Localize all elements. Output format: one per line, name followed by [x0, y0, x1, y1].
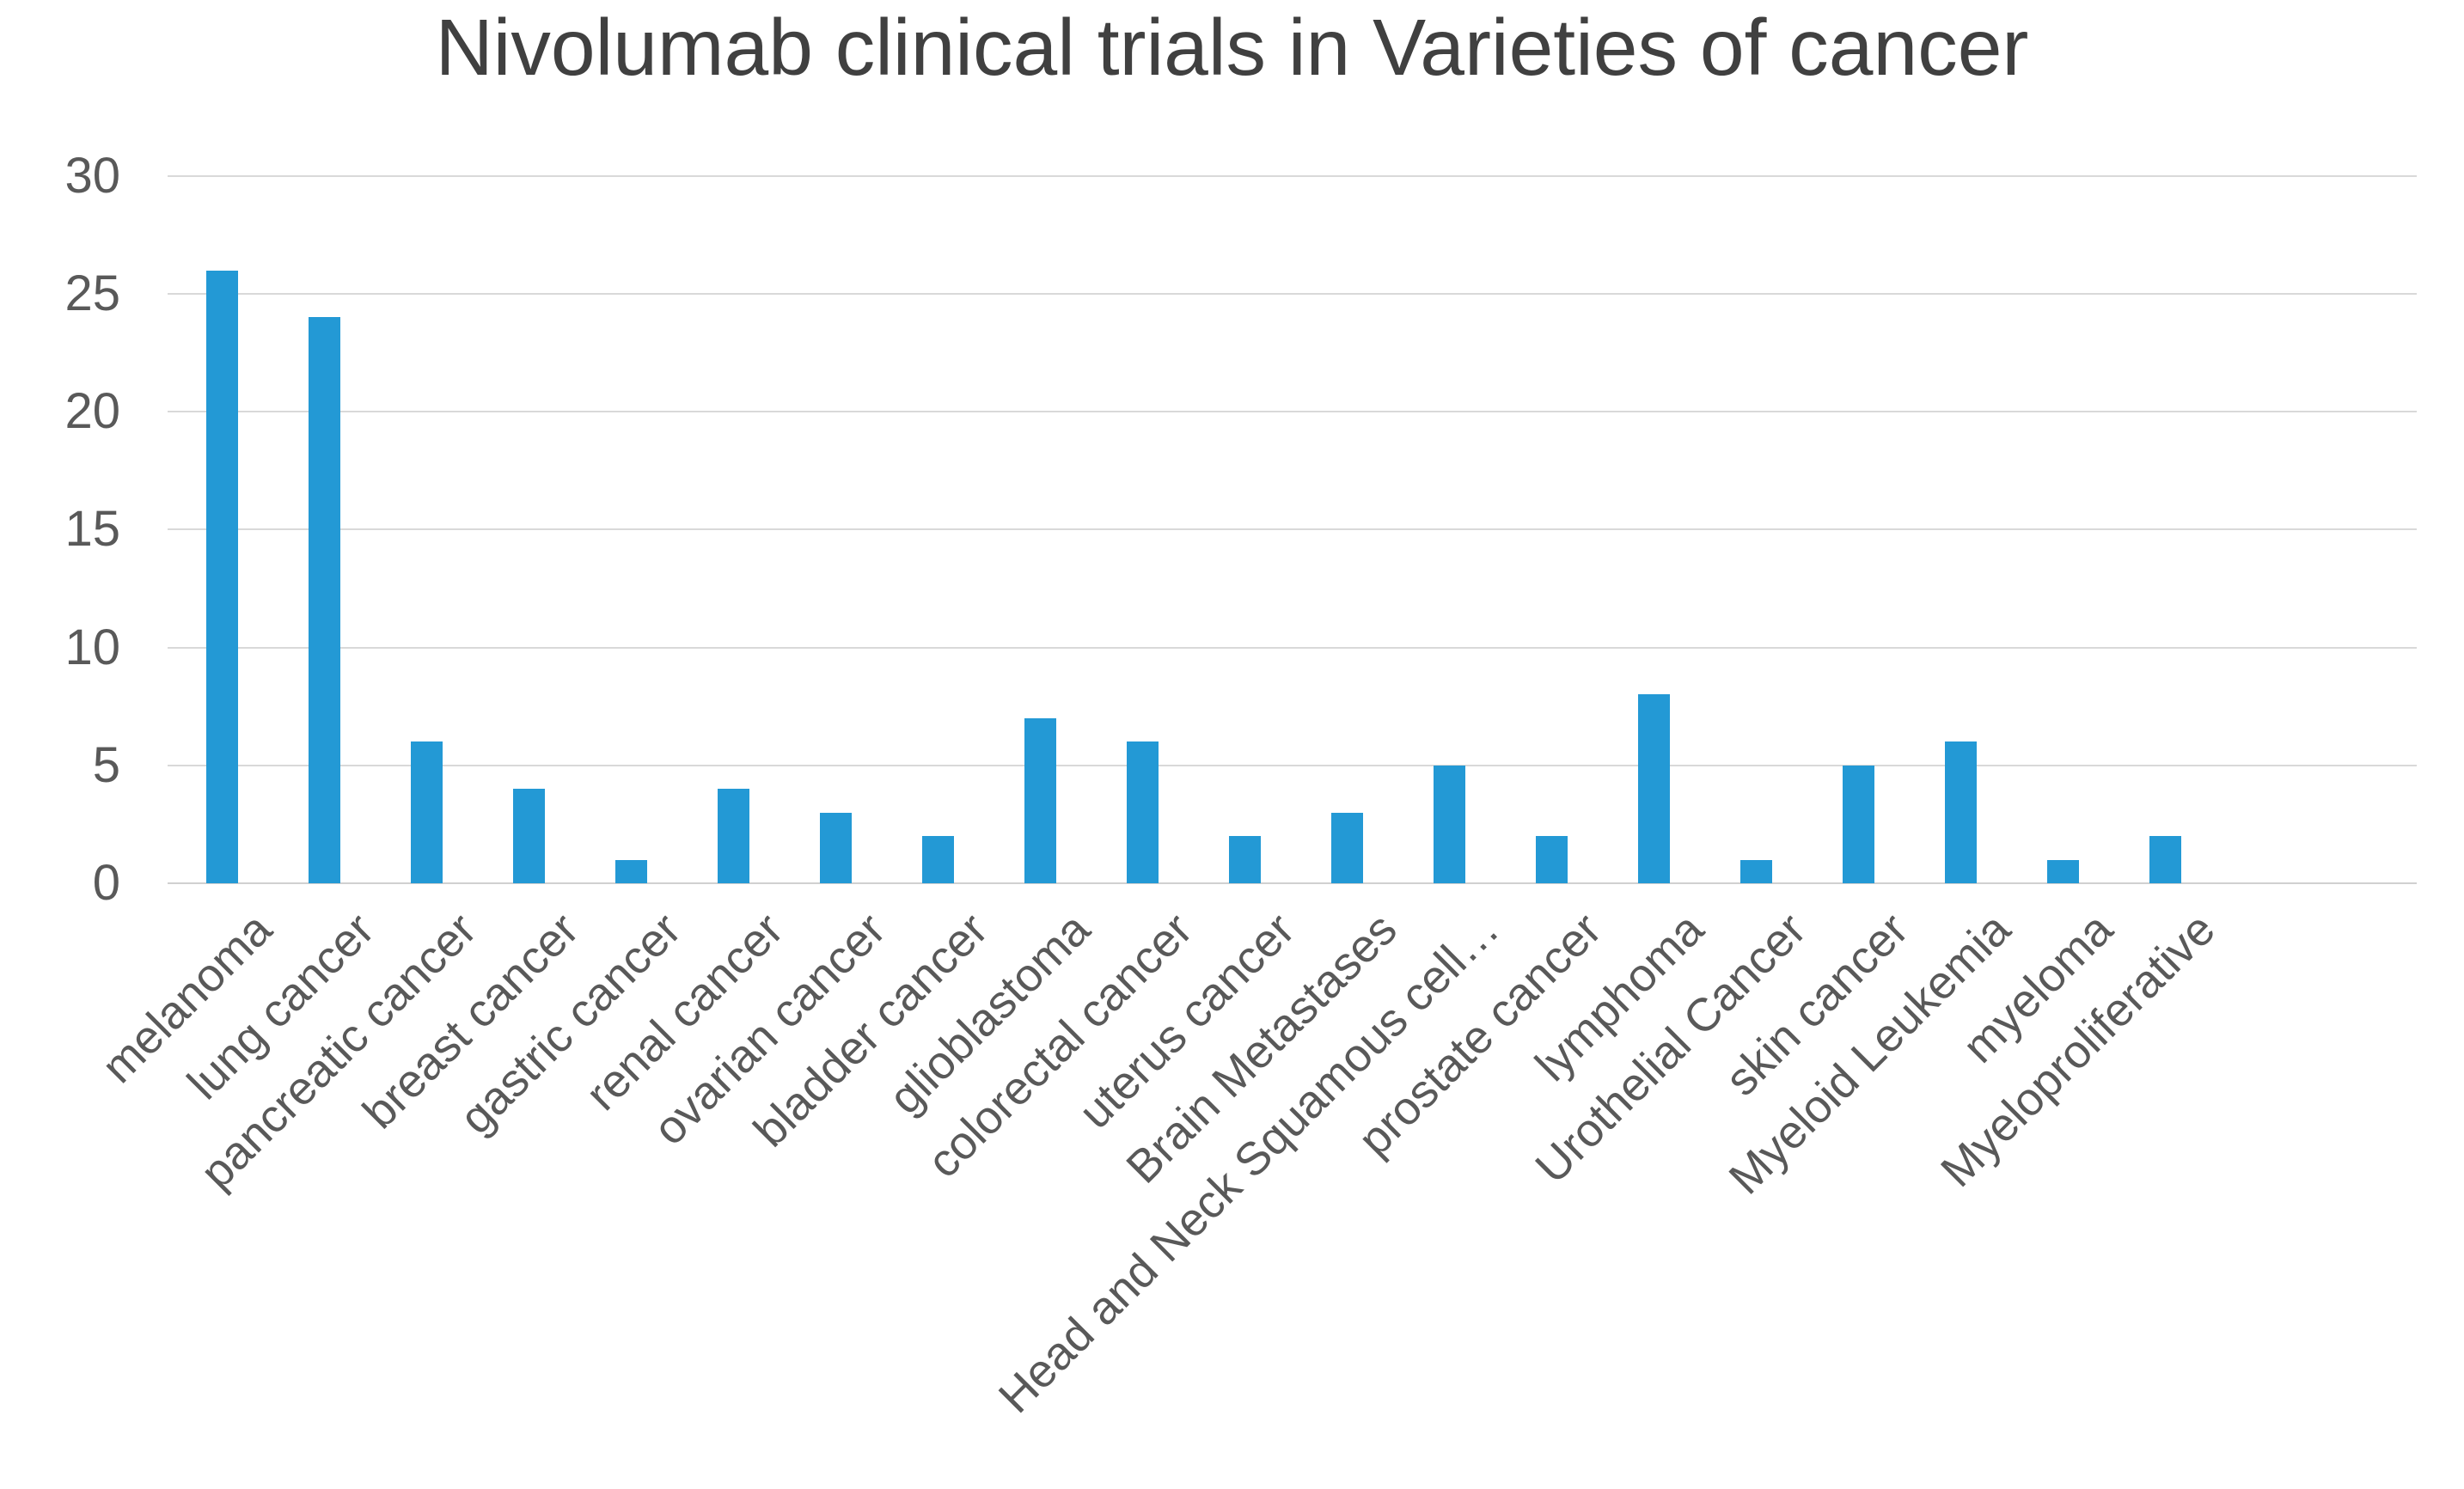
bar-myeloma	[2046, 860, 2079, 883]
y-tick-20: 20	[64, 383, 120, 440]
bar-myeloid-leukemia	[1944, 741, 1977, 883]
y-tick-15: 15	[64, 501, 120, 558]
gridline-10	[168, 646, 2417, 649]
bar-colorectal-cancer	[1126, 741, 1159, 883]
bar-prostate-cancer	[1535, 836, 1568, 883]
bar-gastric-cancer	[614, 860, 647, 883]
bar-urothelial-cancer	[1739, 860, 1772, 883]
bar-breast-cancer	[512, 789, 545, 883]
bar-lung-cancer	[308, 317, 340, 883]
bar-brain-metastases	[1330, 813, 1363, 883]
bar-ovarian-cancer	[819, 813, 852, 883]
bar-lymphoma	[1637, 694, 1670, 883]
gridline-30	[168, 174, 2417, 177]
y-tick-30: 30	[64, 147, 120, 204]
chart-title: Nivolumab clinical trials in Varieties o…	[435, 3, 2029, 92]
y-tick-10: 10	[64, 619, 120, 675]
gridline-0	[168, 882, 2417, 884]
gridline-25	[168, 293, 2417, 295]
bar-pancreatic-cancer	[410, 741, 443, 883]
bar-bladder-cancer	[921, 836, 954, 883]
bar-uterus-cancer	[1228, 836, 1261, 883]
gridline-20	[168, 411, 2417, 413]
bar-glioblastoma	[1024, 718, 1056, 883]
bar-head-and-neck-squamous-cell	[1433, 766, 1465, 883]
x-label-melanoma: melanoma	[92, 903, 282, 1093]
y-tick-25: 25	[64, 265, 120, 321]
gridline-5	[168, 764, 2417, 766]
gridline-15	[168, 528, 2417, 531]
y-tick-5: 5	[92, 736, 120, 793]
bar-skin-cancer	[1842, 766, 1874, 883]
y-tick-0: 0	[92, 855, 120, 911]
bar-renal-cancer	[717, 789, 749, 883]
bar-myeloproliferative	[2149, 836, 2181, 883]
bar-melanoma	[205, 271, 238, 883]
